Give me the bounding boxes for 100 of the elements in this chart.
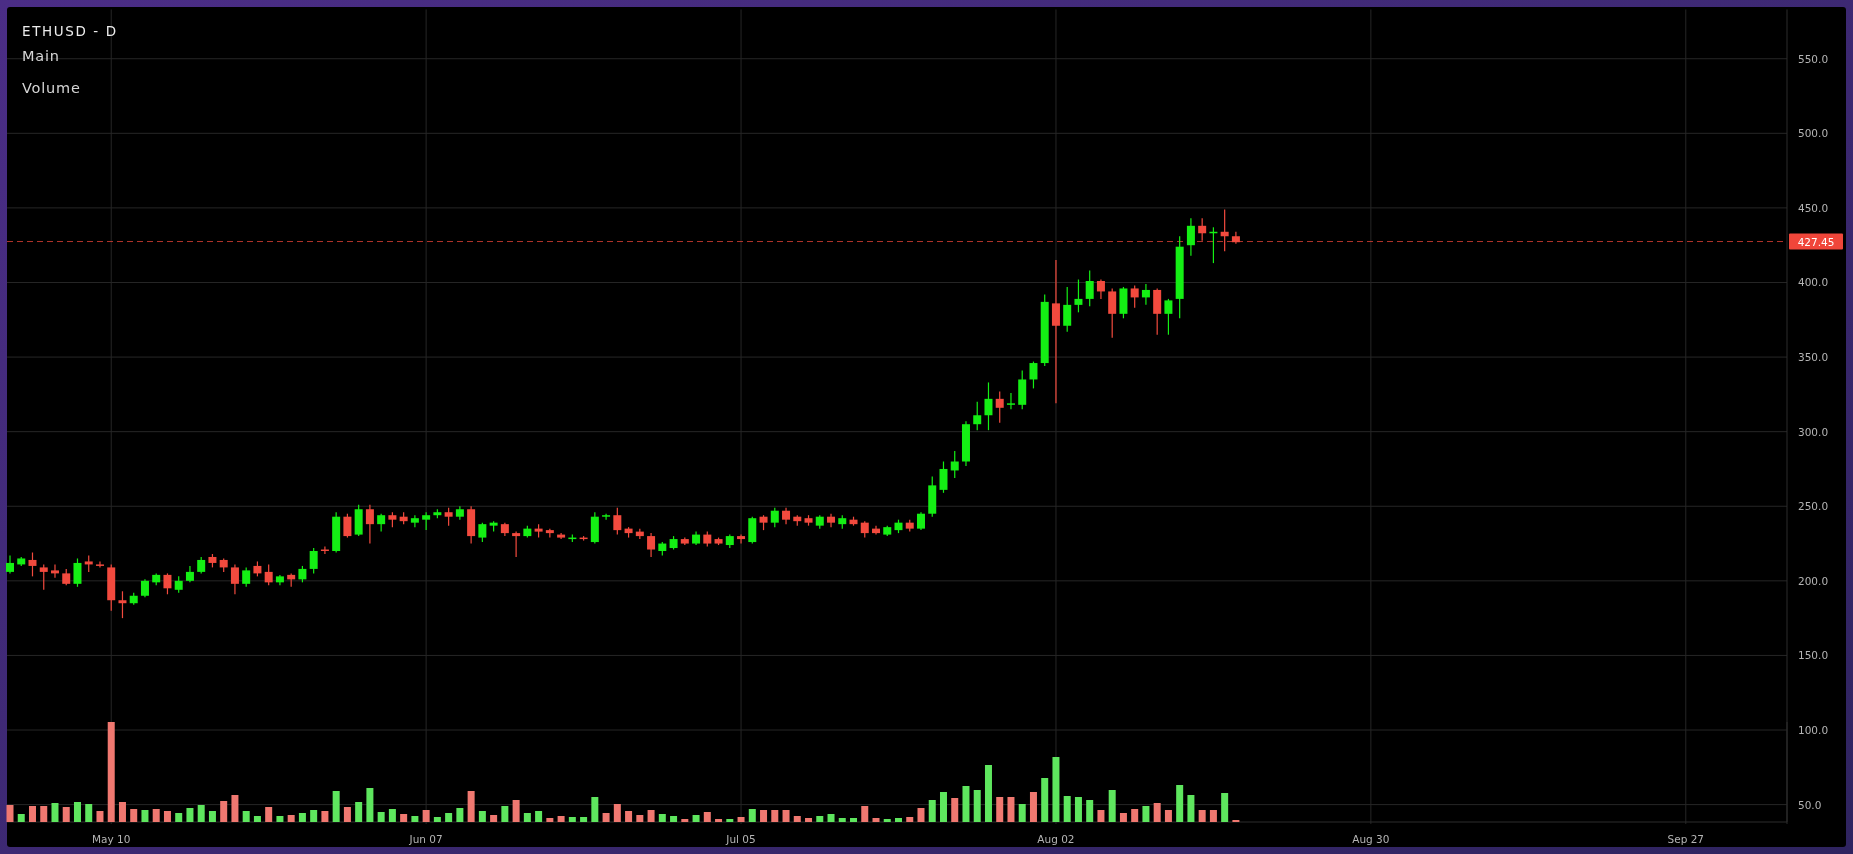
bar (1221, 793, 1229, 822)
candlestick (118, 590, 127, 619)
bar (400, 814, 408, 822)
bar (276, 816, 284, 822)
bar (17, 814, 25, 822)
bar (456, 808, 464, 822)
bar (220, 801, 228, 822)
bar (951, 798, 959, 822)
bar (1198, 810, 1206, 822)
bar (253, 816, 261, 822)
bar (827, 814, 835, 822)
candlestick (647, 532, 656, 558)
candlestick (365, 504, 374, 545)
bar (715, 819, 723, 822)
candlestick (748, 516, 757, 545)
bar (411, 816, 419, 822)
candlestick (410, 514, 419, 528)
candlestick (973, 401, 982, 431)
x-tick-label: Aug 02 (1037, 833, 1075, 845)
x-tick-label: Aug 30 (1352, 833, 1390, 845)
bar (1041, 778, 1049, 822)
bar (580, 817, 588, 822)
candlestick (264, 563, 273, 586)
bar (298, 813, 306, 822)
candlestick (1130, 284, 1139, 309)
bar (467, 791, 475, 822)
x-tick-label: Jun 07 (408, 833, 443, 845)
candlestick (939, 460, 948, 494)
bar (591, 797, 599, 822)
candlestick (1006, 392, 1015, 410)
bar (377, 812, 385, 822)
bar (355, 802, 363, 822)
x-tick-label: Sep 27 (1667, 833, 1705, 845)
bar (861, 806, 869, 822)
bar (1131, 809, 1139, 822)
bar (107, 722, 115, 822)
y-tick-label: 350.0 (1798, 351, 1829, 364)
bar (1018, 804, 1026, 822)
x-tick-label: May 10 (92, 833, 131, 845)
bar (568, 817, 576, 822)
bar (422, 810, 430, 822)
bar (1097, 810, 1105, 822)
candlestick (613, 507, 622, 536)
bar (501, 806, 509, 822)
candlestick (1108, 287, 1117, 339)
bar (984, 765, 992, 822)
bar (726, 819, 734, 822)
candlestick (995, 390, 1004, 424)
candlestick (478, 522, 487, 543)
bar (366, 788, 374, 822)
bar (321, 811, 329, 822)
bar (6, 805, 14, 822)
bar (62, 807, 70, 822)
candlestick (1063, 286, 1072, 333)
candlestick (1085, 269, 1094, 307)
bar (1086, 800, 1094, 822)
bar (343, 807, 351, 822)
bar (118, 802, 126, 822)
candlestick (422, 511, 431, 531)
bar (478, 811, 486, 822)
candlestick (1141, 283, 1150, 306)
bar (332, 791, 340, 822)
bar (231, 795, 239, 822)
bar (96, 811, 104, 822)
candlestick (737, 534, 746, 545)
bar (197, 805, 205, 822)
candlestick (770, 507, 779, 528)
bar (51, 803, 59, 822)
bar (28, 806, 36, 822)
candlestick (1074, 278, 1083, 313)
bar (692, 815, 700, 822)
bar (625, 811, 633, 822)
candlestick (242, 566, 251, 588)
text: ETHUSD - D (22, 23, 118, 39)
bar (670, 816, 678, 822)
bar (152, 809, 160, 822)
y-tick-label: 500.0 (1798, 127, 1829, 140)
bar (906, 817, 914, 822)
bar (760, 810, 768, 822)
bar (1074, 797, 1082, 822)
bar (40, 806, 48, 822)
bar (872, 818, 880, 822)
candlestick (95, 560, 104, 569)
candlestick (1051, 259, 1060, 404)
candlestick (1153, 287, 1162, 336)
bar (1029, 792, 1037, 822)
bar (73, 802, 81, 822)
y-tick-label: 450.0 (1798, 201, 1829, 214)
bar (793, 816, 801, 822)
bar (535, 811, 543, 822)
bar (613, 804, 621, 822)
y-tick-label: 200.0 (1798, 574, 1829, 587)
bar (512, 800, 520, 822)
bar (917, 808, 925, 822)
bar (1052, 757, 1060, 822)
bar (388, 809, 396, 822)
bar (265, 807, 273, 822)
bar (1209, 810, 1217, 822)
bar (962, 786, 970, 822)
candlestick (163, 572, 172, 595)
